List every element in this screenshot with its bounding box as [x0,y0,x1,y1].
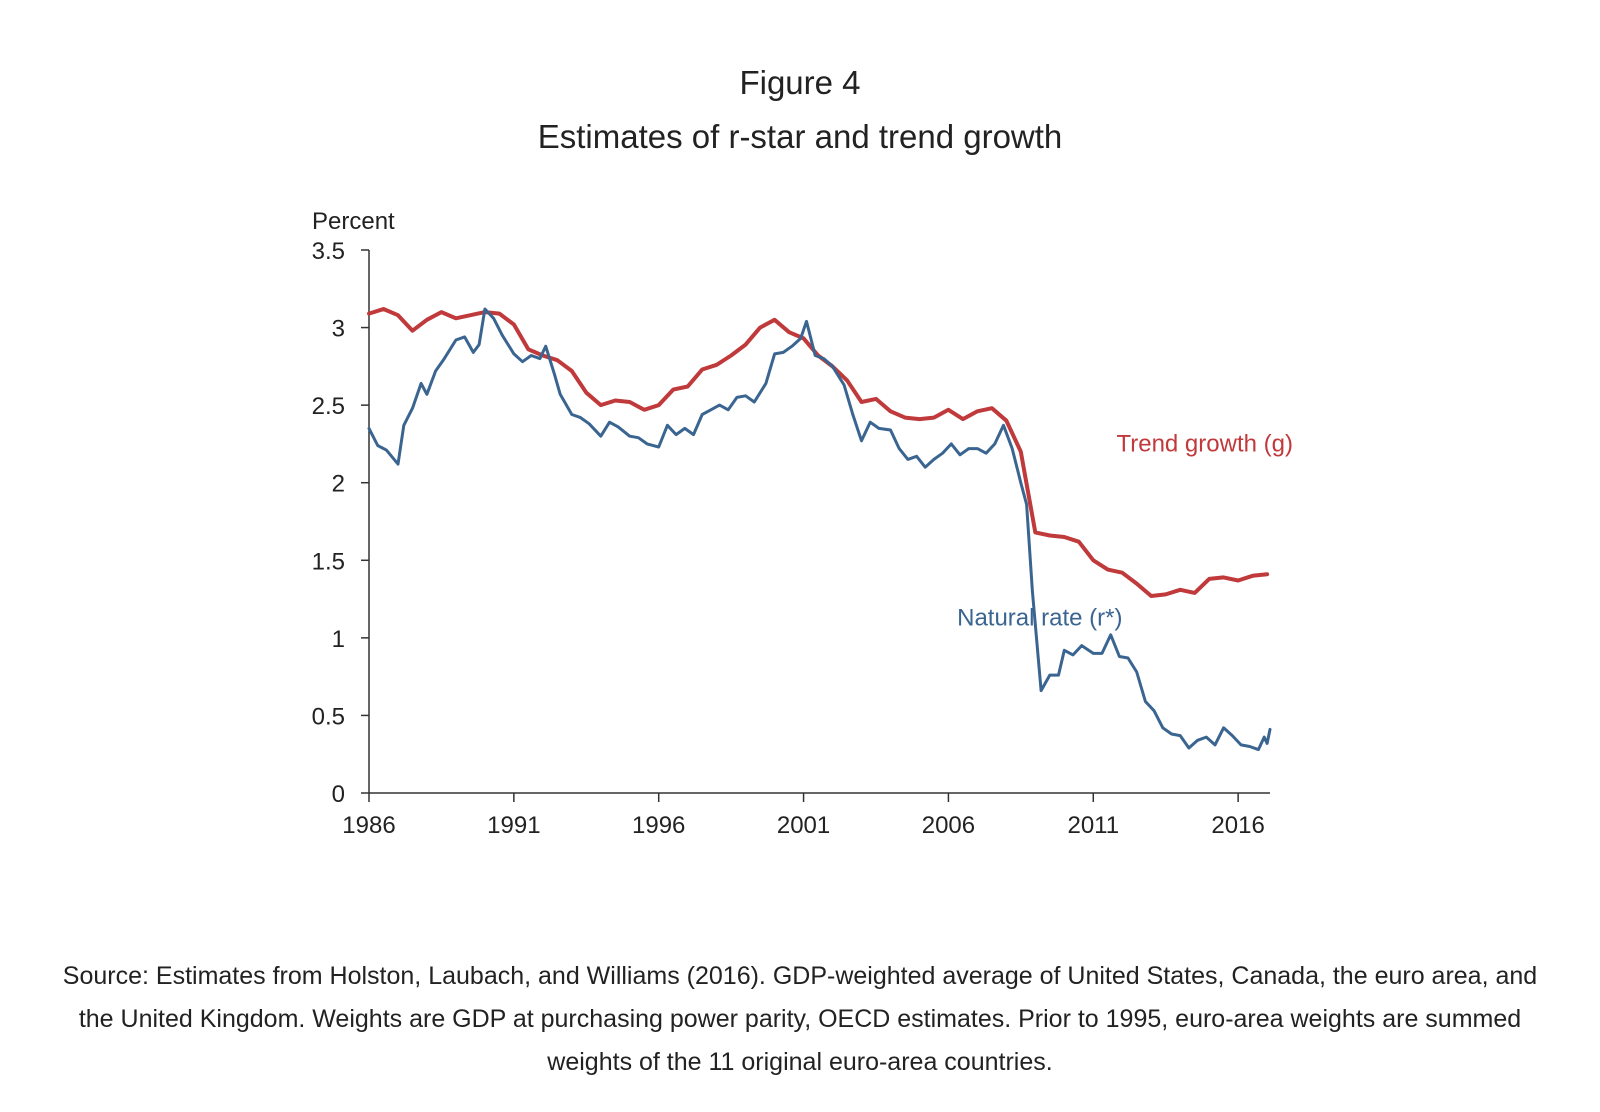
natural-rate-label: Natural rate (r*) [957,604,1122,631]
y-tick-label: 2 [332,471,345,498]
x-tick-label: 2011 [1067,812,1119,839]
y-tick-label: 3.5 [312,238,345,265]
figure-subtitle: Estimates of r-star and trend growth [537,118,1063,155]
series-layer: Trend growth (g) Natural rate (r*) [367,307,1293,752]
y-tick-label: 3 [332,316,345,343]
x-tick-label: 1986 [342,812,395,839]
trend-growth-label: Trend growth (g) [1116,431,1293,458]
line-chart: Percent 0 0.5 1 1.5 2 2.5 3 3.5 1986 1991 1996 2001… [312,208,1293,839]
y-tick-label: 1 [332,626,345,653]
x-tick-label: 1991 [487,812,540,839]
y-tick-label: 0 [332,781,345,808]
x-tick-label: 1996 [632,812,685,839]
natural-rate-line [367,307,1272,752]
y-tick-label: 2.5 [312,393,345,420]
x-tick-label: 2006 [922,812,975,839]
chart-axes: 0 0.5 1 1.5 2 2.5 3 3.5 1986 1991 1996 2001 2006 2011… [312,238,1270,839]
x-tick-label: 2016 [1211,812,1264,839]
y-axis-label: Percent [312,208,395,235]
y-tick-label: 0.5 [312,703,345,730]
x-tick-label: 2001 [777,812,830,839]
y-tick-label: 1.5 [312,548,345,575]
figure-number: Figure 4 [739,64,861,101]
source-note: Source: Estimates from Holston, Laubach,… [62,962,1538,1076]
